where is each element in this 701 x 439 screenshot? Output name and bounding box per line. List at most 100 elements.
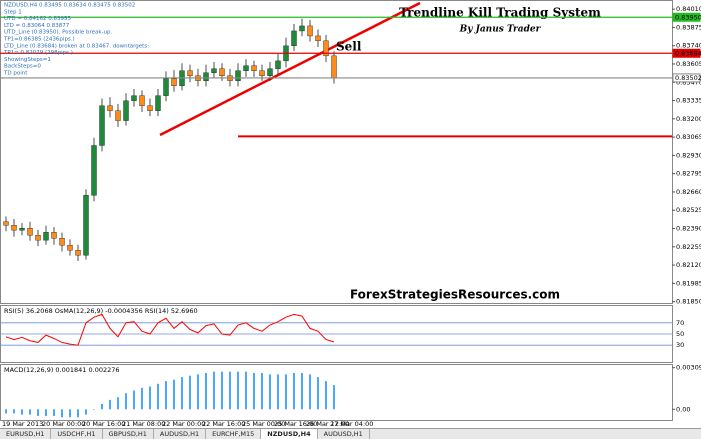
symbol-tab[interactable]: NZDUSD,H4 bbox=[261, 429, 318, 439]
candle-body bbox=[163, 78, 169, 96]
macd-bar bbox=[117, 397, 119, 410]
candle-body bbox=[299, 25, 305, 32]
candle-body bbox=[35, 235, 41, 241]
symbol-tab[interactable]: AUDUSD,H1 bbox=[318, 429, 370, 439]
macd-bar bbox=[173, 379, 175, 410]
macd-bar bbox=[229, 371, 231, 410]
indicator-info: LTD = 0.83064 0.83877 bbox=[4, 23, 70, 29]
y-tick-label: 0.81850 bbox=[676, 298, 701, 306]
macd-bar bbox=[245, 371, 247, 410]
candle-body bbox=[243, 65, 249, 71]
candle-body bbox=[331, 55, 337, 79]
candle-body bbox=[211, 68, 217, 73]
x-tick-label: 26 Mar 12:00 bbox=[306, 420, 349, 428]
macd-bar bbox=[109, 399, 111, 410]
macd-bar bbox=[13, 409, 15, 414]
macd-bar bbox=[197, 374, 199, 410]
indicator-info: UTD = 0.84162 0.83955 bbox=[4, 16, 71, 22]
candle-body bbox=[59, 238, 65, 246]
y-tick-label: 0.82120 bbox=[676, 261, 701, 269]
candle-body bbox=[115, 110, 121, 121]
macd-panel-frame bbox=[0, 364, 673, 421]
level-label-box bbox=[672, 48, 701, 58]
y-tick-label: 0.00 bbox=[676, 405, 690, 413]
candle-body bbox=[251, 65, 257, 71]
x-tick-label: 20 Mar 16:00 bbox=[82, 420, 125, 428]
macd-bar bbox=[165, 381, 167, 410]
indicator-info: TP1=0.86385 (2436pips.) bbox=[3, 37, 75, 43]
candle-body bbox=[11, 225, 17, 231]
main-panel-frame bbox=[0, 0, 673, 304]
candle-body bbox=[51, 232, 57, 239]
x-tick-label: 22 Mar 16:00 bbox=[202, 420, 245, 428]
y-tick-label: 0.82390 bbox=[676, 225, 701, 233]
rsi-header: RSI(5) 36.2068 OsMA(12,26,9) -0.0004356 … bbox=[4, 307, 198, 315]
candle-body bbox=[147, 105, 153, 111]
macd-bar bbox=[101, 403, 103, 410]
macd-bar bbox=[309, 374, 311, 410]
macd-bar bbox=[213, 371, 215, 410]
symbol-tab[interactable]: EURCHF,M15 bbox=[206, 429, 262, 439]
candle-body bbox=[187, 70, 193, 76]
macd-bar bbox=[317, 377, 319, 410]
candle-body bbox=[131, 95, 137, 101]
macd-bar bbox=[37, 409, 39, 416]
macd-bar bbox=[29, 409, 31, 415]
candle-body bbox=[91, 145, 97, 196]
macd-bar bbox=[189, 375, 191, 410]
macd-bar bbox=[133, 390, 135, 410]
macd-bar bbox=[205, 373, 207, 410]
y-tick-label: 0.83065 bbox=[676, 133, 701, 141]
indicator-info: TD point bbox=[3, 71, 28, 77]
candle-body bbox=[27, 228, 33, 236]
candle-body bbox=[75, 249, 81, 256]
indicator-info: Step 1 bbox=[4, 9, 22, 15]
symbol-tab[interactable]: USDCHF,H1 bbox=[51, 429, 103, 439]
y-tick-label: 30 bbox=[676, 341, 684, 349]
macd-bar bbox=[301, 373, 303, 410]
indicator-info: LTD_Line (0.83684) broken at 0.83467. do… bbox=[4, 43, 149, 49]
candle-body bbox=[267, 68, 273, 76]
candle-body bbox=[171, 78, 177, 86]
macd-bar bbox=[125, 393, 127, 410]
candle-body bbox=[155, 95, 161, 111]
candle-body bbox=[235, 70, 241, 81]
candle-body bbox=[83, 195, 89, 256]
symbol-tab[interactable]: AUDUSD,H1 bbox=[154, 429, 207, 439]
macd-bar bbox=[269, 374, 271, 410]
symbol-tab[interactable]: EURUSD,H1 bbox=[0, 429, 52, 439]
macd-bar bbox=[221, 371, 223, 410]
macd-bar bbox=[141, 387, 143, 410]
level-label-box bbox=[672, 12, 701, 22]
macd-bar bbox=[253, 373, 255, 410]
candle-body bbox=[43, 232, 49, 241]
candle-body bbox=[123, 100, 129, 121]
candle-body bbox=[67, 244, 73, 251]
indicator-info: ShowingSteps=1 bbox=[4, 57, 51, 63]
macd-bar bbox=[69, 409, 71, 418]
macd-bar bbox=[333, 385, 335, 410]
macd-bar bbox=[157, 383, 159, 410]
macd-bar bbox=[285, 374, 287, 410]
y-tick-label: 0.82255 bbox=[676, 243, 701, 251]
chart: Trendline Kill Trading System By Janus T… bbox=[0, 0, 701, 428]
macd-bar bbox=[77, 409, 79, 418]
candle-body bbox=[315, 35, 321, 42]
x-tick-label: 21 Mar 08:00 bbox=[122, 420, 165, 428]
chart-title: Trendline Kill Trading System bbox=[399, 6, 601, 20]
candle-body bbox=[203, 72, 209, 81]
level-label: 0.83684 bbox=[675, 49, 701, 57]
macd-bar bbox=[85, 409, 87, 415]
trendline bbox=[159, 1, 421, 137]
level-label-box bbox=[672, 73, 701, 83]
x-tick-label: 25 Mar 00:00 bbox=[242, 420, 285, 428]
candle-body bbox=[139, 95, 145, 106]
chart-subtitle: By Janus Trader bbox=[459, 25, 542, 35]
macd-bar bbox=[293, 373, 295, 410]
candle-body bbox=[107, 105, 113, 111]
macd-bar bbox=[5, 409, 7, 414]
y-tick-label: 70 bbox=[676, 319, 684, 327]
symbol-tab[interactable]: GBPUSD,H1 bbox=[103, 429, 154, 439]
y-tick-label: 0.82795 bbox=[676, 170, 701, 178]
